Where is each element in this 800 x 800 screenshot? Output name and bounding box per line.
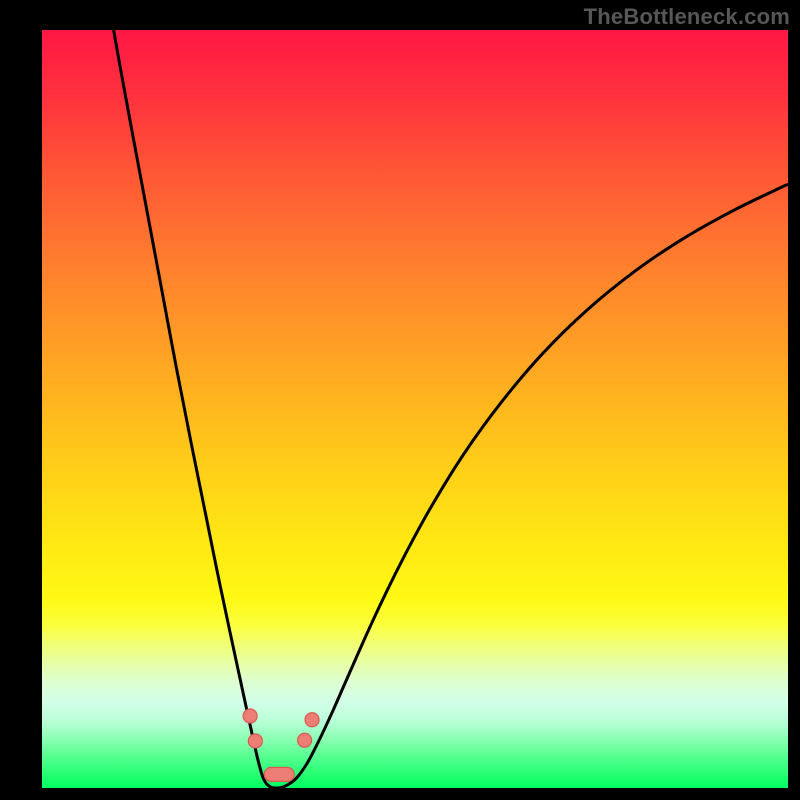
chart-outer-frame: TheBottleneck.com [0, 0, 800, 800]
marker-dot [305, 713, 319, 727]
watermark-text: TheBottleneck.com [584, 4, 790, 30]
marker-dot [243, 709, 257, 723]
gradient-background [42, 30, 788, 788]
marker-dot [298, 733, 312, 747]
plot-area [42, 30, 788, 788]
marker-pill [264, 767, 294, 781]
chart-svg [42, 30, 788, 788]
marker-dot [248, 734, 262, 748]
